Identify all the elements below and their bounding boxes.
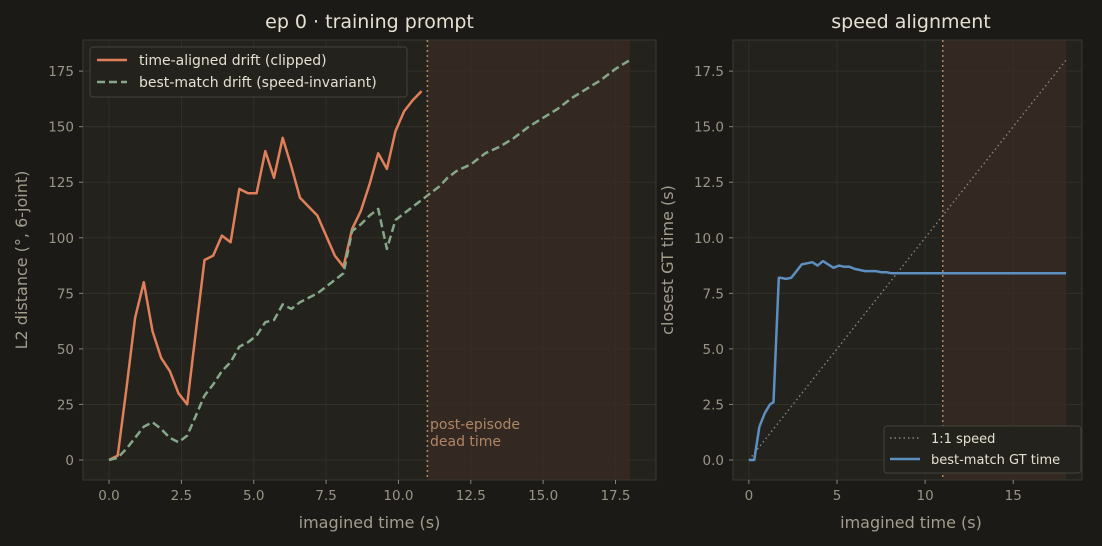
speed-alignment-chart: 0 5 10 15 0.0 2.5 5.0 7.5 10.0 12.5 15.0 17.5 speed… bbox=[658, 11, 1083, 532]
drift-y-tick-label: 125 bbox=[48, 175, 74, 191]
drift-y-tick-label: 175 bbox=[48, 64, 74, 80]
speed-y-tick-label: 17.5 bbox=[694, 64, 724, 80]
drift-x-tick-label: 5.0 bbox=[243, 488, 264, 504]
speed-x-tick-label: 10 bbox=[917, 488, 934, 504]
drift-y-tick-label: 150 bbox=[48, 120, 74, 136]
speed-y-tick-label: 15.0 bbox=[694, 120, 724, 136]
dead-time-shade bbox=[427, 40, 630, 480]
legend-label-identity: 1:1 speed bbox=[931, 432, 995, 447]
legend-label-time-aligned: time-aligned drift (clipped) bbox=[139, 53, 327, 69]
speed-x-tick-label: 15 bbox=[1005, 488, 1022, 504]
legend-label-best-match-drift: best-match drift (speed-invariant) bbox=[139, 75, 377, 91]
drift-x-tick-label: 2.5 bbox=[171, 488, 192, 504]
drift-chart: 0.0 2.5 5.0 7.5 10.0 12.5 15.0 17.5 0 25 50 75 100 12… bbox=[12, 11, 657, 532]
legend-label-best-match-gt: best-match GT time bbox=[931, 453, 1060, 468]
annotation-post-episode: post-episode bbox=[430, 417, 520, 433]
drift-y-tick-label: 50 bbox=[57, 342, 74, 358]
drift-x-tick-label: 17.5 bbox=[600, 488, 630, 504]
speed-y-tick-label: 7.5 bbox=[703, 286, 724, 302]
drift-chart-title: ep 0 · training prompt bbox=[265, 11, 474, 33]
drift-x-tick-label: 7.5 bbox=[315, 488, 336, 504]
drift-x-tick-label: 15.0 bbox=[528, 488, 558, 504]
drift-y-tick-label: 0 bbox=[65, 453, 74, 469]
series-best-match-gt-time bbox=[748, 259, 1067, 462]
drift-ticks: 0.0 2.5 5.0 7.5 10.0 12.5 15.0 17.5 0 25 50 75 100 12… bbox=[48, 64, 630, 504]
speed-dead-time-shade bbox=[942, 40, 1067, 480]
series-time-aligned-drift bbox=[108, 90, 423, 462]
drift-legend: time-aligned drift (clipped) best-match … bbox=[89, 46, 408, 98]
drift-y-axis-label: L2 distance (°, 6-joint) bbox=[12, 171, 31, 350]
speed-y-axis-label: closest GT time (s) bbox=[658, 185, 677, 335]
drift-y-tick-label: 75 bbox=[57, 286, 74, 302]
drift-x-tick-label: 10.0 bbox=[383, 488, 413, 504]
drift-legend-box bbox=[89, 46, 408, 98]
speed-y-tick-label: 0.0 bbox=[703, 453, 724, 469]
speed-x-tick-label: 5 bbox=[833, 488, 842, 504]
drift-x-tick-label: 0.0 bbox=[98, 488, 119, 504]
drift-x-axis-label: imagined time (s) bbox=[299, 513, 441, 532]
speed-chart-title: speed alignment bbox=[831, 11, 990, 33]
speed-legend-box bbox=[883, 425, 1082, 474]
speed-y-tick-label: 5.0 bbox=[703, 342, 724, 358]
speed-x-tick-label: 0 bbox=[745, 488, 754, 504]
series-best-match-drift bbox=[108, 58, 631, 462]
speed-series bbox=[748, 59, 1067, 462]
speed-y-tick-label: 10.0 bbox=[694, 231, 724, 247]
speed-ticks: 0 5 10 15 0.0 2.5 5.0 7.5 10.0 12.5 15.0 17.5 bbox=[694, 64, 1022, 504]
speed-y-tick-label: 2.5 bbox=[703, 397, 724, 413]
drift-y-tick-label: 100 bbox=[48, 231, 74, 247]
drift-y-tick-label: 25 bbox=[57, 397, 74, 413]
annotation-dead-time: dead time bbox=[430, 434, 501, 450]
speed-legend: 1:1 speed best-match GT time bbox=[883, 425, 1082, 474]
speed-y-tick-label: 12.5 bbox=[694, 175, 724, 191]
speed-x-axis-label: imagined time (s) bbox=[840, 513, 982, 532]
drift-x-tick-label: 12.5 bbox=[456, 488, 486, 504]
drift-series bbox=[108, 58, 631, 462]
